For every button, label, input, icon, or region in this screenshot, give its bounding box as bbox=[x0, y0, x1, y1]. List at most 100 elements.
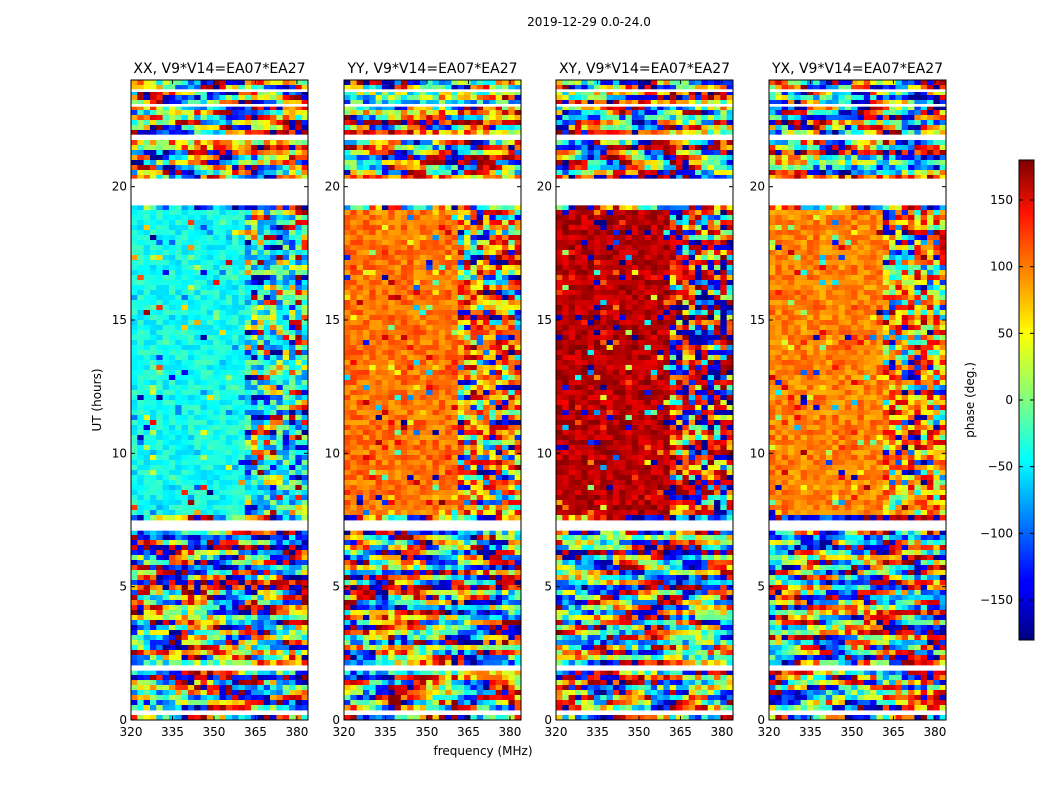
heatmap-cell bbox=[219, 390, 227, 396]
heatmap-cell bbox=[257, 295, 265, 301]
heatmap-cell bbox=[213, 415, 220, 421]
heatmap-cell bbox=[257, 485, 265, 491]
heatmap-cell bbox=[149, 655, 157, 661]
heatmap-cell bbox=[206, 550, 214, 556]
heatmap-cell bbox=[282, 320, 290, 326]
heatmap-cell bbox=[276, 565, 284, 571]
heatmap-cell bbox=[276, 350, 284, 356]
heatmap-cell bbox=[495, 270, 503, 276]
heatmap-cell bbox=[219, 610, 227, 616]
heatmap-cell bbox=[200, 685, 208, 691]
heatmap-cell bbox=[156, 555, 164, 561]
heatmap-cell bbox=[175, 160, 182, 166]
heatmap-cell bbox=[295, 375, 303, 381]
heatmap-cell bbox=[194, 670, 201, 676]
heatmap-cell bbox=[232, 545, 239, 551]
heatmap-cell bbox=[502, 105, 509, 111]
heatmap-cell bbox=[270, 305, 277, 311]
heatmap-cell bbox=[407, 230, 414, 236]
heatmap-cell bbox=[257, 165, 265, 171]
heatmap-cell bbox=[464, 395, 471, 401]
heatmap-cell bbox=[282, 645, 290, 651]
heatmap-cell bbox=[457, 305, 465, 311]
heatmap-cell bbox=[162, 130, 170, 136]
heatmap-cell bbox=[457, 320, 465, 326]
heatmap-cell bbox=[162, 105, 170, 111]
heatmap-cell bbox=[381, 125, 389, 131]
heatmap-cell bbox=[149, 355, 157, 361]
heatmap-cell bbox=[508, 375, 516, 381]
heatmap-cell bbox=[257, 490, 265, 496]
heatmap-cell bbox=[244, 245, 252, 251]
heatmap-cell bbox=[350, 260, 358, 266]
heatmap-cell bbox=[375, 270, 383, 276]
heatmap-cell bbox=[457, 145, 465, 151]
heatmap-cell bbox=[251, 460, 258, 466]
heatmap-cell bbox=[388, 340, 395, 346]
heatmap-cell bbox=[289, 600, 296, 606]
heatmap-cell bbox=[464, 320, 471, 326]
heatmap-cell bbox=[381, 170, 389, 176]
heatmap-cell bbox=[483, 325, 490, 331]
heatmap-cell bbox=[187, 615, 195, 621]
heatmap-cell bbox=[175, 600, 182, 606]
heatmap-cell bbox=[388, 105, 395, 111]
heatmap-cell bbox=[131, 620, 138, 626]
heatmap-cell bbox=[282, 590, 290, 596]
heatmap-cell bbox=[225, 630, 233, 636]
heatmap-cell bbox=[137, 650, 145, 656]
heatmap-cell bbox=[131, 675, 138, 681]
heatmap-cell bbox=[156, 120, 164, 126]
heatmap-cell bbox=[451, 210, 459, 216]
heatmap-cell bbox=[276, 610, 284, 616]
heatmap-cell bbox=[149, 275, 157, 281]
heatmap-cell bbox=[213, 310, 220, 316]
heatmap-cell bbox=[143, 625, 151, 631]
heatmap-cell bbox=[502, 120, 509, 126]
heatmap-cell bbox=[181, 500, 189, 506]
heatmap-cell bbox=[432, 390, 440, 396]
heatmap-cell bbox=[244, 90, 252, 96]
heatmap-cell bbox=[457, 355, 465, 361]
heatmap-cell bbox=[394, 210, 402, 216]
heatmap-cell bbox=[143, 110, 151, 116]
flagged-band bbox=[131, 178, 308, 206]
heatmap-cell bbox=[464, 260, 471, 266]
heatmap-cell bbox=[301, 640, 309, 646]
heatmap-cell bbox=[244, 215, 252, 221]
heatmap-cell bbox=[175, 455, 182, 461]
heatmap-cell bbox=[375, 255, 383, 261]
y-tick-label: 15 bbox=[112, 313, 127, 327]
heatmap-cell bbox=[362, 120, 370, 126]
heatmap-cell bbox=[213, 265, 220, 271]
heatmap-cell bbox=[149, 480, 157, 486]
heatmap-cell bbox=[508, 130, 516, 136]
heatmap-cell bbox=[143, 370, 151, 376]
heatmap-cell bbox=[375, 150, 383, 156]
heatmap-cell bbox=[219, 545, 227, 551]
heatmap-cell bbox=[495, 130, 503, 136]
heatmap-cell bbox=[175, 460, 182, 466]
heatmap-cell bbox=[407, 360, 414, 366]
heatmap-cell bbox=[362, 145, 370, 151]
heatmap-cell bbox=[514, 325, 522, 331]
heatmap-cell bbox=[495, 110, 503, 116]
heatmap-cell bbox=[137, 645, 145, 651]
heatmap-cell bbox=[419, 210, 427, 216]
heatmap-cell bbox=[131, 230, 138, 236]
heatmap-cell bbox=[175, 445, 182, 451]
heatmap-cell bbox=[476, 85, 484, 91]
heatmap-cell bbox=[301, 245, 309, 251]
heatmap-cell bbox=[413, 350, 421, 356]
heatmap-cell bbox=[502, 95, 509, 101]
heatmap-cell bbox=[251, 235, 258, 241]
heatmap-cell bbox=[168, 130, 176, 136]
heatmap-cell bbox=[149, 345, 157, 351]
heatmap-cell bbox=[445, 315, 452, 321]
heatmap-cell bbox=[495, 105, 503, 111]
heatmap-cell bbox=[282, 370, 290, 376]
heatmap-cell bbox=[257, 500, 265, 506]
heatmap-cell bbox=[200, 700, 208, 706]
heatmap-cell bbox=[282, 120, 290, 126]
heatmap-cell bbox=[295, 270, 303, 276]
